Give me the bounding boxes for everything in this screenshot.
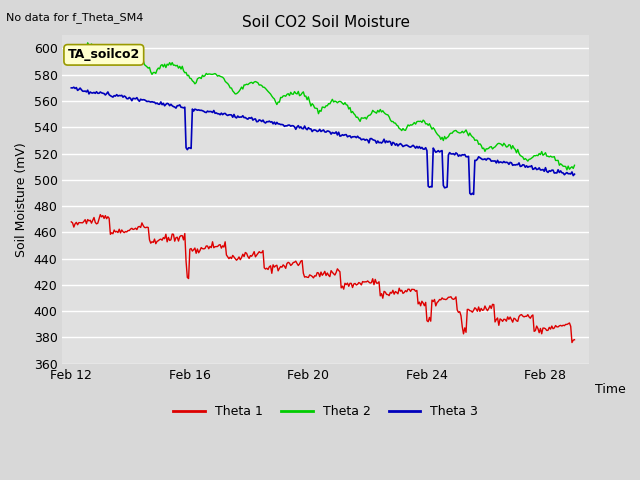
Legend: Theta 1, Theta 2, Theta 3: Theta 1, Theta 2, Theta 3	[168, 400, 483, 423]
Text: TA_soilco2: TA_soilco2	[68, 48, 140, 61]
Title: Soil CO2 Soil Moisture: Soil CO2 Soil Moisture	[242, 15, 410, 30]
Text: Time: Time	[595, 384, 625, 396]
Text: No data for f_Theta_SM4: No data for f_Theta_SM4	[6, 12, 144, 23]
Y-axis label: Soil Moisture (mV): Soil Moisture (mV)	[15, 142, 28, 257]
